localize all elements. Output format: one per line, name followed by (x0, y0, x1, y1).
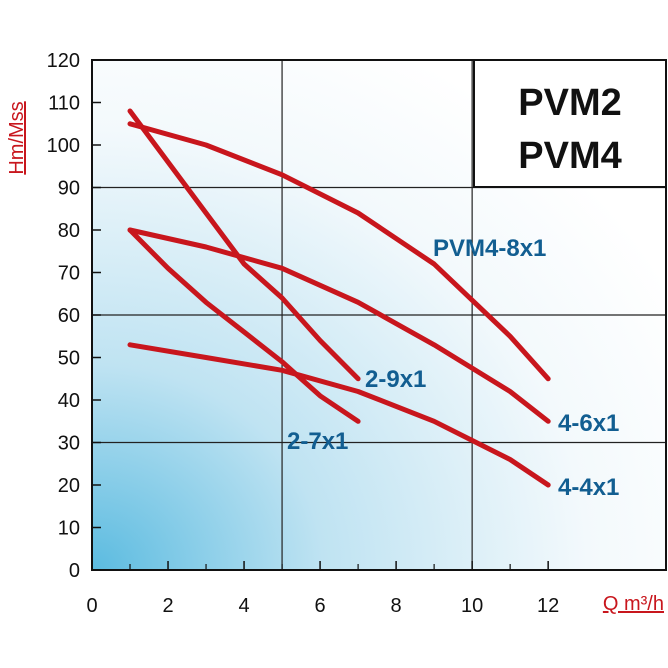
title-frame (473, 59, 667, 188)
x-axis-label: Q m³/h (603, 593, 664, 615)
series-label-2-9x1: 2-9x1 (365, 366, 426, 393)
x-tick-label: 10 (461, 595, 483, 617)
y-tick-label: 120 (47, 50, 80, 72)
title-box: PVM2 PVM4 (473, 59, 667, 188)
series-label-2-7x1: 2-7x1 (287, 428, 348, 455)
curve-4-4x1 (127, 342, 551, 488)
series-labels: PVM4-8x1 2-9x1 4-6x1 2-7x1 4-4x1 (287, 235, 619, 501)
grid (91, 59, 667, 571)
x-tick-label: 2 (162, 595, 173, 617)
y-tick-label: 40 (58, 390, 80, 412)
ticks: 0 10 20 30 40 50 60 70 80 90 100 110 120 0 2 4 6 8 10 12 (47, 50, 560, 617)
series-label-pvm4-8x1: PVM4-8x1 (433, 235, 546, 262)
curve-2-7x1 (127, 227, 361, 424)
x-tick-label: 12 (537, 595, 559, 617)
series-label-4-6x1: 4-6x1 (558, 410, 619, 437)
y-tick-label: 90 (58, 178, 80, 200)
curves (127, 108, 551, 488)
y-tick-label: 0 (69, 560, 80, 582)
y-tick-label: 70 (58, 263, 80, 285)
y-axis-label: Hm/Mss (6, 101, 28, 174)
title-line-1: PVM2 (518, 82, 621, 124)
curve-4-6x1 (127, 227, 551, 424)
x-tick-label: 0 (86, 595, 97, 617)
y-tick-label: 100 (47, 135, 80, 157)
y-tick-label: 50 (58, 348, 80, 370)
y-tick-label: 20 (58, 475, 80, 497)
y-tick-label: 30 (58, 433, 80, 455)
x-tick-label: 6 (315, 595, 326, 617)
x-tick-label: 4 (238, 595, 249, 617)
curve-2-9x1 (127, 108, 361, 382)
y-tick-label: 80 (58, 220, 80, 242)
title-line-2: PVM4 (518, 135, 621, 177)
y-tick-label: 60 (58, 305, 80, 327)
curve-pvm4-8x1 (127, 121, 551, 382)
x-tick-label: 8 (391, 595, 402, 617)
y-tick-label: 10 (58, 518, 80, 540)
y-tick-label: 110 (48, 93, 80, 115)
series-label-4-4x1: 4-4x1 (558, 474, 619, 501)
